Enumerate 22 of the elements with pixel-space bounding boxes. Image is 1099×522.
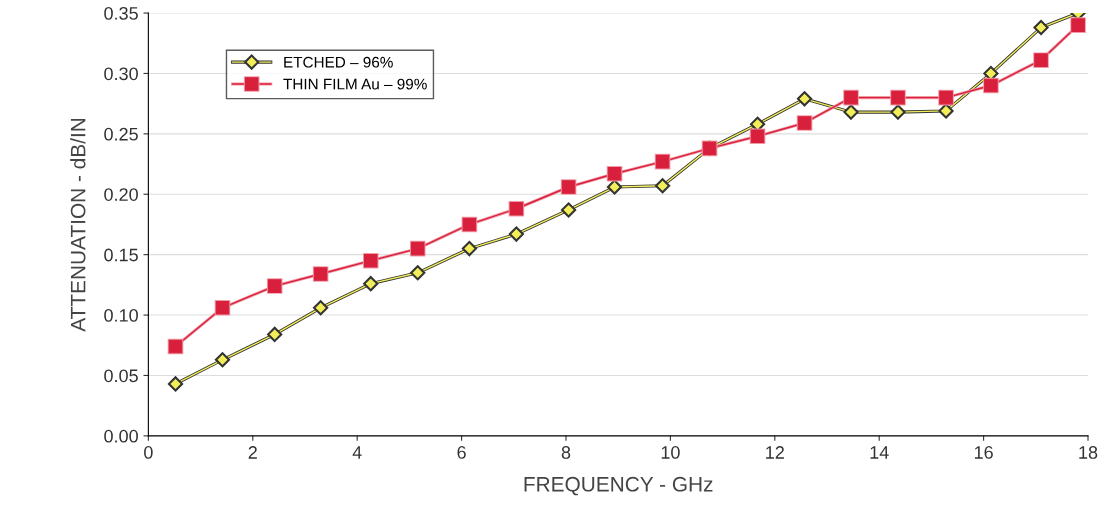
y-tick-label: 0.00 [104,429,138,443]
x-tick-label: 16 [974,446,993,459]
x-tick-label: 0 [144,446,153,459]
y-tick-label: 0.35 [104,6,138,20]
x-tick-label: 6 [457,446,466,459]
y-tick-label: 0.20 [104,188,138,201]
y-tick-label: 0.10 [104,309,138,322]
x-tick-label: 8 [561,446,571,459]
y-tick-label: 0.30 [104,67,138,81]
x-tick-label: 18 [1079,446,1098,459]
y-tick-label: 0.25 [104,127,138,141]
x-tick-label: 14 [870,446,889,459]
legend-label: ETCHED – 96% [284,56,393,68]
x-tick-label: 2 [248,446,257,459]
y-tick-label: 0.15 [104,248,138,262]
x-tick-label: 10 [661,446,680,459]
x-axis-title: FREQUENCY - GHz [524,476,713,496]
x-tick-label: 4 [352,446,362,459]
x-tick-label: 12 [766,446,784,459]
y-tick-label: 0.05 [104,369,138,383]
legend-label: THIN FILM Au – 99% [283,78,427,90]
y-axis-title: ATTENUATION - dB/IN [70,118,86,332]
